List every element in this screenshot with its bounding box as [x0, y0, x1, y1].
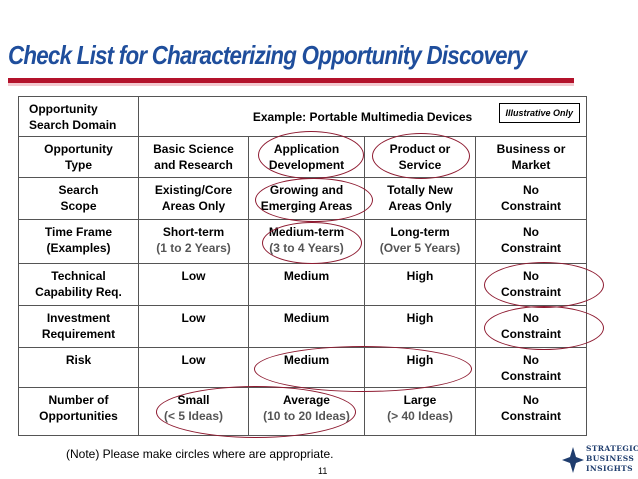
title-underline	[8, 78, 574, 86]
table-row: Search Scope Existing/Core Areas Only Growin…	[18, 177, 588, 220]
table-cell: Long-term (Over 5 Years)	[364, 219, 476, 264]
table-cell: Growing and Emerging Areas	[248, 177, 365, 220]
table-cell: Medium-term (3 to 4 Years)	[248, 219, 365, 264]
table-cell: Product or Service	[364, 136, 476, 178]
table-cell: High	[364, 263, 476, 306]
row-label: Opportunity Type	[18, 136, 139, 178]
note-text: (Note) Please make circles where are app…	[66, 447, 334, 461]
table-cell: Average (10 to 20 Ideas)	[248, 387, 365, 436]
table-cell: Medium	[248, 305, 365, 348]
table-cell: Short-term (1 to 2 Years)	[138, 219, 249, 264]
slide-title: Check List for Characterizing Opportunit…	[8, 40, 527, 70]
row-label: Investment Requirement	[18, 305, 139, 348]
star-diamond-icon	[562, 447, 584, 473]
table-cell: No Constraint	[474, 387, 588, 436]
row-label: Search Scope	[18, 177, 139, 220]
table-row: Risk Low Medium High No Constraint	[18, 347, 588, 388]
table-row: Number of Opportunities Small (< 5 Ideas) Av…	[18, 387, 588, 436]
table-cell: High	[364, 305, 476, 348]
table-row: Investment Requirement Low Medium High No Cons…	[18, 305, 588, 348]
table-cell: No Constraint	[474, 263, 588, 306]
table-row: Time Frame (Examples) Short-term (1 to 2 Ye…	[18, 219, 588, 264]
table-cell: Business or Market	[474, 136, 588, 178]
table-cell: High	[364, 347, 476, 388]
table-row: Technical Capability Req. Low Medium High No C…	[18, 263, 588, 306]
table-cell: Low	[138, 305, 249, 348]
row-label: Risk	[18, 347, 139, 388]
table-row: Opportunity Type Basic Science and Research…	[18, 136, 588, 178]
header-row: Opportunity Search Domain Example: Porta…	[18, 96, 588, 137]
table-cell: Large (> 40 Ideas)	[364, 387, 476, 436]
table-cell: Existing/Core Areas Only	[138, 177, 249, 220]
illustrative-badge: Illustrative Only	[498, 103, 581, 123]
search-domain-label: Opportunity Search Domain	[18, 96, 139, 137]
table-cell: No Constraint	[474, 305, 588, 348]
company-logo: STRATEGIC BUSINESS INSIGHTS	[562, 443, 638, 477]
example-header: Example: Portable Multimedia Devices Ill…	[137, 96, 588, 137]
page-number: 11	[318, 466, 328, 476]
checklist-table: Opportunity Search Domain Example: Porta…	[18, 96, 588, 436]
row-label: Technical Capability Req.	[18, 263, 139, 306]
row-label: Number of Opportunities	[18, 387, 139, 436]
logo-text: STRATEGIC BUSINESS INSIGHTS	[586, 444, 638, 473]
table-cell: No Constraint	[474, 177, 588, 220]
table-cell: Totally New Areas Only	[364, 177, 476, 220]
table-cell: Low	[138, 347, 249, 388]
table-cell: Application Development	[248, 136, 365, 178]
table-cell: Small (< 5 Ideas)	[138, 387, 249, 436]
example-text: Example: Portable Multimedia Devices	[252, 109, 473, 124]
table-cell: Medium	[248, 347, 365, 388]
table-cell: Medium	[248, 263, 365, 306]
table-cell: No Constraint	[474, 219, 588, 264]
row-label: Time Frame (Examples)	[18, 219, 139, 264]
table-cell: No Constraint	[474, 347, 588, 388]
table-cell: Basic Science and Research	[138, 136, 249, 178]
table-cell: Low	[138, 263, 249, 306]
